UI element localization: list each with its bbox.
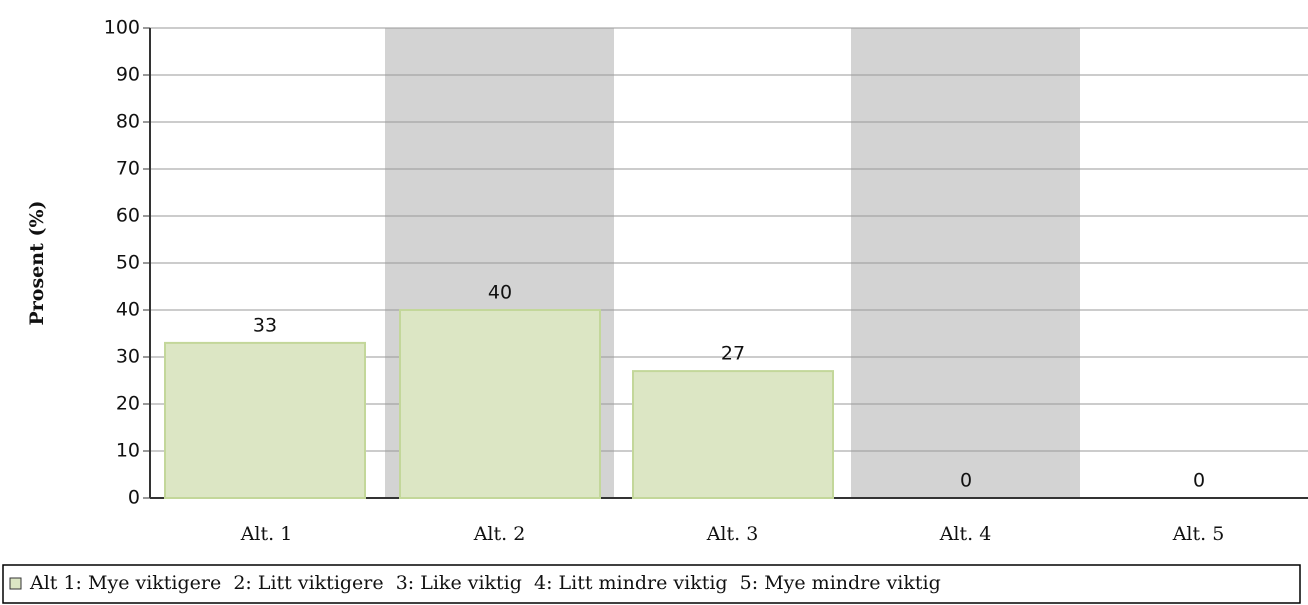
x-tick-label: Alt. 1 [240,523,293,545]
legend-box [2,564,1301,604]
bar [399,309,601,499]
y-tick-label: 40 [116,299,140,321]
x-tick-label: Alt. 5 [1172,523,1225,545]
y-tick-label: 20 [116,393,140,415]
y-tick-label: 70 [116,158,140,180]
value-label: 33 [253,314,277,336]
x-tick-label: Alt. 2 [473,523,526,545]
y-tick-label: 80 [116,111,140,133]
x-tick-label: Alt. 4 [939,523,992,545]
value-label: 40 [488,282,512,304]
legend-swatch [9,577,22,590]
value-label: 0 [960,470,972,492]
y-tick-label: 10 [116,440,140,462]
value-label: 0 [1193,470,1205,492]
bar [632,370,834,500]
y-tick-label: 90 [116,64,140,86]
y-axis-label: Prosent (%) [26,201,48,326]
y-tick-label: 0 [128,487,140,509]
bar [164,341,366,499]
legend-label: Alt 1: Mye viktigere 2: Litt viktigere 3… [29,572,941,594]
value-label: 27 [721,343,745,365]
y-tick-label: 50 [116,252,140,274]
y-tick-label: 60 [116,205,140,227]
x-tick-label: Alt. 3 [706,523,759,545]
y-tick-label: 30 [116,346,140,368]
y-tick-label: 100 [104,17,140,39]
